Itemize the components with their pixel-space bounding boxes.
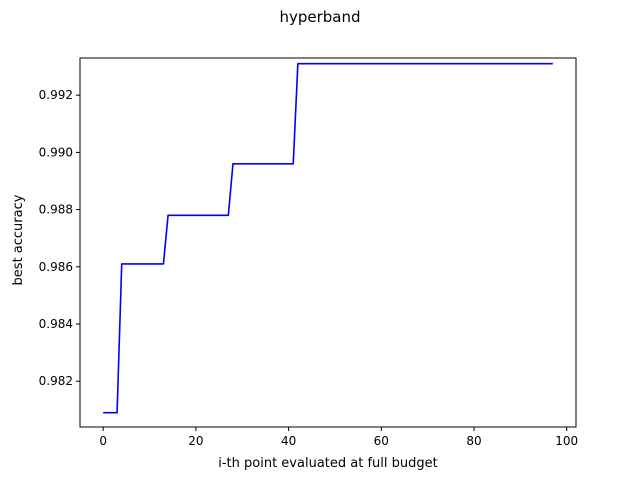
y-tick-label: 0.992 [39,88,73,102]
x-axis-label: i-th point evaluated at full budget [218,456,437,471]
x-tick-label: 80 [466,434,481,448]
chart-title: hyperband [279,8,360,26]
y-tick-label: 0.988 [39,203,73,217]
series-line-0 [103,62,553,414]
x-tick-label: 60 [374,434,389,448]
x-tick-label: 100 [555,434,578,448]
y-axis-label: best accuracy [11,194,26,285]
x-tick-label: 0 [99,434,107,448]
y-tick-label: 0.990 [39,145,73,159]
plot-area [79,57,577,428]
y-tick-label: 0.986 [39,260,73,274]
x-tick-label: 40 [281,434,296,448]
y-tick-label: 0.984 [39,317,73,331]
plot-frame [79,57,577,428]
y-tick-label: 0.982 [39,374,73,388]
x-tick-label: 20 [188,434,203,448]
axis-ticks: 0 20 40 60 80 100 0.982 0.984 0.986 0.988 0.990 0.9… [39,88,579,448]
